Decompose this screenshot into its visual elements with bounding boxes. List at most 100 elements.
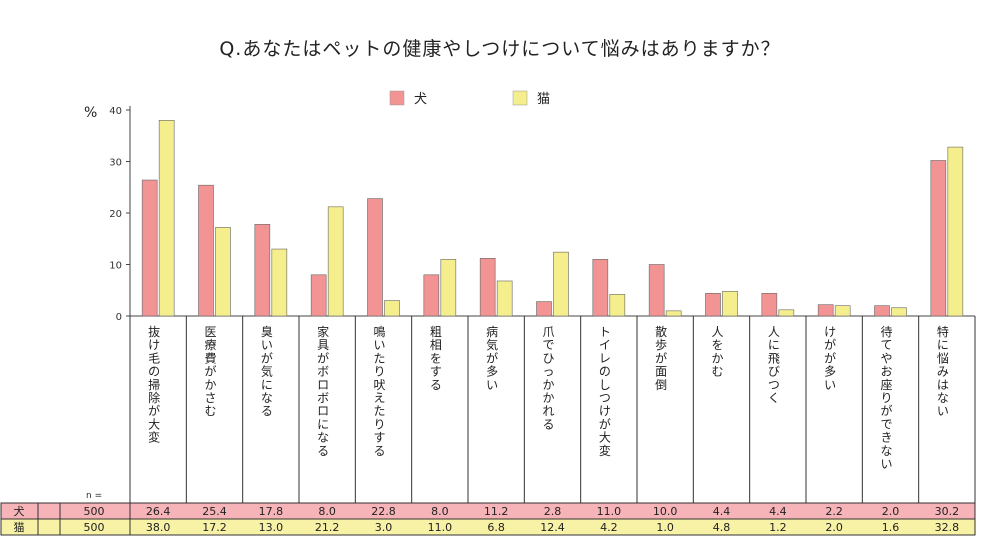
category-label-char: 鳴	[373, 325, 385, 339]
category-label-char: し	[599, 378, 611, 392]
category-label-char: で	[542, 338, 554, 352]
category-label-char: で	[880, 417, 892, 431]
bar-cat	[778, 309, 795, 317]
y-axis-label: %	[84, 105, 97, 121]
category-label-char: 具	[317, 338, 329, 352]
category-label-char: が	[880, 403, 892, 418]
category-label-char: 面	[655, 365, 667, 379]
category-label-char: 病	[486, 324, 498, 339]
table-value: 17.8	[259, 505, 284, 518]
bar-cat	[665, 310, 682, 317]
bar-cat	[947, 146, 964, 317]
category-label-char: け	[148, 338, 160, 352]
category-label: 待てやお座りができない	[880, 325, 892, 471]
category-label-char: む	[711, 365, 723, 379]
category-label-char: る	[542, 417, 554, 431]
table-row-label: 猫	[14, 521, 25, 534]
category-label-char: り	[373, 365, 385, 379]
category-label: 人に飛びつく	[768, 325, 780, 405]
bar-dog	[198, 184, 214, 317]
category-label: 粗相をする	[430, 325, 442, 392]
category-label-char: み	[937, 365, 949, 379]
bar-dog	[367, 198, 383, 317]
y-tick-label: 0	[116, 312, 122, 323]
table-value: 11.0	[428, 521, 453, 534]
table-value: 4.4	[713, 505, 731, 518]
category-label-char: は	[937, 378, 949, 392]
category-label-char: り	[880, 391, 892, 405]
category-label-char: な	[937, 391, 949, 405]
bar-cat	[891, 307, 907, 317]
table-value: 21.2	[315, 521, 340, 534]
table-value: 1.0	[656, 521, 674, 534]
table-value: 32.8	[935, 521, 960, 534]
category-label-char: る	[317, 444, 329, 458]
table-value: 4.8	[713, 521, 731, 534]
category-label-char: け	[599, 404, 611, 418]
bar-cat	[440, 259, 457, 317]
bar-dog	[817, 304, 834, 317]
table-value: 8.0	[318, 505, 336, 518]
category-label-char: た	[373, 404, 385, 418]
category-label: 家具がボロボロになる	[317, 324, 329, 458]
table-value: 6.8	[487, 521, 505, 534]
category-label-char: が	[824, 350, 836, 365]
bar-dog	[705, 293, 721, 317]
category-label-char: ひ	[542, 351, 554, 365]
category-label: トイレのしつけが大変	[599, 325, 611, 458]
bar-dog	[536, 301, 552, 317]
category-label-char: ロ	[317, 404, 329, 418]
table-value: 2.0	[825, 521, 843, 534]
category-label: 病気が多い	[486, 324, 498, 392]
category-label-char: な	[880, 444, 892, 458]
category-label-char: 散	[655, 324, 667, 339]
bar-dog	[141, 179, 158, 317]
table-value: 22.8	[371, 505, 396, 518]
table-value: 17.2	[202, 521, 227, 534]
category-label-char: っ	[542, 365, 554, 379]
category-label-char: 相	[430, 338, 442, 352]
table-value: 2.8	[544, 505, 562, 518]
bar-cat	[158, 120, 175, 317]
category-label-char: た	[373, 351, 385, 365]
category-label-char: 飛	[768, 351, 780, 365]
category-label-char: ボ	[317, 391, 329, 405]
bar-dog	[310, 274, 327, 317]
category-label-char: れ	[542, 404, 554, 418]
category-label-char: 倒	[655, 378, 667, 392]
category-label-char: く	[768, 391, 780, 405]
chart-title: Q.あなたはペットの健康やしつけについて悩みはありますか？	[219, 38, 781, 60]
category-label-char: い	[880, 457, 892, 471]
bar-cat	[327, 206, 344, 317]
table-value: 4.2	[600, 521, 618, 534]
category-label-char: 費	[204, 350, 216, 365]
y-tick-label: 30	[109, 158, 122, 169]
table-value: 1.2	[769, 521, 787, 534]
bar-dog	[479, 258, 496, 317]
table-value: 1.6	[882, 521, 900, 534]
category-label-char: さ	[204, 391, 216, 405]
category-label-char: か	[542, 391, 554, 405]
category-label-char: に	[261, 378, 273, 392]
table-value: 10.0	[653, 505, 678, 518]
category-label-char: 医	[204, 325, 216, 339]
category-label: 人をかむ	[711, 325, 723, 379]
category-label-char: 人	[768, 325, 780, 339]
table-row-label: 犬	[14, 504, 25, 518]
category-label-char: る	[430, 378, 442, 392]
category-label-char: 変	[599, 443, 611, 458]
bar-cat	[553, 251, 569, 317]
category-label-char: け	[824, 325, 836, 339]
category-label-char: 気	[261, 364, 273, 379]
category-label-char: い	[937, 404, 949, 418]
category-label-char: お	[880, 365, 892, 379]
table-n-value: 500	[84, 505, 105, 518]
category-label-char: す	[430, 365, 442, 379]
category-label-char: イ	[599, 338, 611, 352]
category-label-char: 抜	[148, 325, 160, 339]
category-label-char: む	[204, 404, 216, 418]
bar-cat	[271, 248, 288, 317]
category-label-char: か	[542, 378, 554, 392]
category-label-char: 多	[486, 365, 498, 379]
